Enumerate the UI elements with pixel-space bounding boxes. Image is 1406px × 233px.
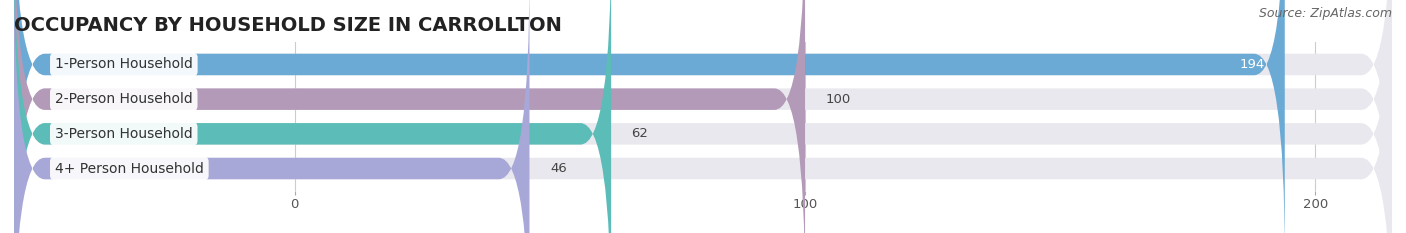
Text: Source: ZipAtlas.com: Source: ZipAtlas.com <box>1258 7 1392 20</box>
FancyBboxPatch shape <box>14 0 1392 233</box>
Text: 4+ Person Household: 4+ Person Household <box>55 161 204 175</box>
FancyBboxPatch shape <box>14 0 1392 233</box>
Text: 2-Person Household: 2-Person Household <box>55 92 193 106</box>
Text: 3-Person Household: 3-Person Household <box>55 127 193 141</box>
FancyBboxPatch shape <box>14 0 612 233</box>
Text: 194: 194 <box>1239 58 1264 71</box>
Text: OCCUPANCY BY HOUSEHOLD SIZE IN CARROLLTON: OCCUPANCY BY HOUSEHOLD SIZE IN CARROLLTO… <box>14 16 562 35</box>
Text: 46: 46 <box>550 162 567 175</box>
FancyBboxPatch shape <box>14 0 1392 233</box>
FancyBboxPatch shape <box>14 0 530 233</box>
Text: 100: 100 <box>825 93 851 106</box>
FancyBboxPatch shape <box>14 0 1392 233</box>
FancyBboxPatch shape <box>14 0 806 233</box>
Text: 62: 62 <box>631 127 648 140</box>
Text: 1-Person Household: 1-Person Household <box>55 58 193 72</box>
FancyBboxPatch shape <box>14 0 1285 233</box>
